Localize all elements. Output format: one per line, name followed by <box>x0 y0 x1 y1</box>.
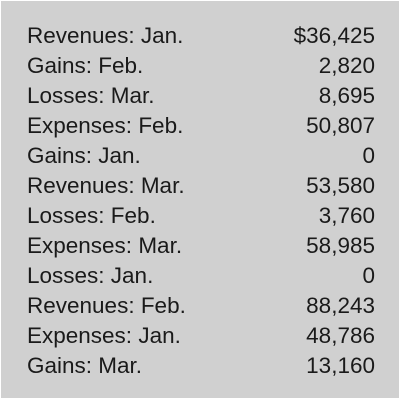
account-value: 48,786 <box>306 323 375 348</box>
account-value: 58,985 <box>306 233 375 258</box>
account-label: Revenues: Feb. <box>27 293 186 318</box>
account-label: Losses: Mar. <box>27 83 155 108</box>
account-value: 0 <box>362 143 375 168</box>
list-item: Revenues: Jan. $36,425 <box>1 21 399 51</box>
list-item: Expenses: Feb. 50,807 <box>1 111 399 141</box>
account-label: Expenses: Feb. <box>27 113 184 138</box>
account-label: Expenses: Mar. <box>27 233 183 258</box>
list-item: Expenses: Jan. 48,786 <box>1 321 399 351</box>
account-label: Losses: Feb. <box>27 203 156 228</box>
account-value: 53,580 <box>306 173 375 198</box>
account-value: 8,695 <box>318 83 375 108</box>
list-item: Losses: Jan. 0 <box>1 261 399 291</box>
account-label: Gains: Feb. <box>27 53 144 78</box>
account-label: Revenues: Mar. <box>27 173 185 198</box>
list-item: Gains: Feb. 2,820 <box>1 51 399 81</box>
account-value: 2,820 <box>318 53 375 78</box>
account-value: 88,243 <box>306 293 375 318</box>
account-value: 13,160 <box>306 353 375 378</box>
list-item: Gains: Mar. 13,160 <box>1 351 399 381</box>
list-item: Losses: Feb. 3,760 <box>1 201 399 231</box>
list-item: Revenues: Feb. 88,243 <box>1 291 399 321</box>
list-item: Losses: Mar. 8,695 <box>1 81 399 111</box>
list-item: Revenues: Mar. 53,580 <box>1 171 399 201</box>
account-label: Revenues: Jan. <box>27 23 184 48</box>
account-label: Losses: Jan. <box>27 263 154 288</box>
account-label: Gains: Jan. <box>27 143 141 168</box>
account-label: Expenses: Jan. <box>27 323 181 348</box>
list-item: Expenses: Mar. 58,985 <box>1 231 399 261</box>
account-value: 50,807 <box>306 113 375 138</box>
list-item: Gains: Jan. 0 <box>1 141 399 171</box>
account-label: Gains: Mar. <box>27 353 143 378</box>
account-value: 3,760 <box>318 203 375 228</box>
account-value: $36,425 <box>293 23 375 48</box>
account-value: 0 <box>362 263 375 288</box>
